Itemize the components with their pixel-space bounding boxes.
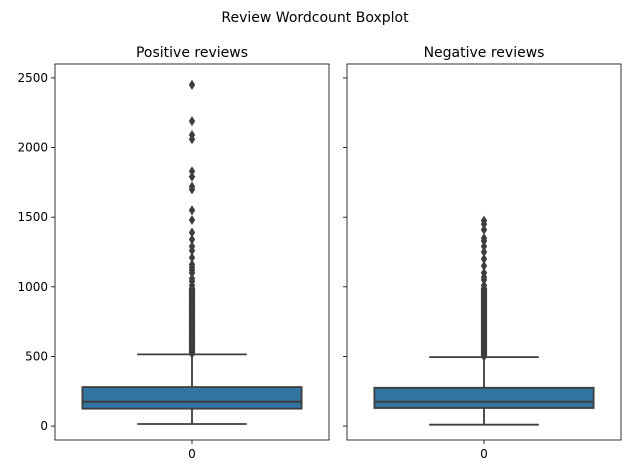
panel-1: Positive reviews 0 500 1000 1500 2000 2500 0 [17, 45, 330, 461]
panel-title: Negative reviews [424, 45, 545, 61]
iqr-box [81, 386, 303, 410]
x-tick-label: 0 [480, 447, 488, 461]
outlier-point [480, 267, 488, 278]
outlier-point [188, 79, 196, 90]
panels: Positive reviews050010001500200025000Neg… [17, 45, 622, 461]
figure-title: Review Wordcount Boxplot [221, 10, 409, 26]
outlier-point [188, 205, 196, 216]
outlier-point [188, 181, 196, 192]
outlier-point [188, 116, 196, 127]
outlier-point [188, 130, 196, 141]
outlier-point [480, 233, 488, 244]
outlier-point [480, 241, 488, 252]
axes-frame [346, 63, 622, 441]
outlier-point [188, 227, 196, 238]
outlier-point [188, 234, 196, 245]
outlier-point [480, 253, 488, 264]
y-tick-label: 0 [40, 419, 48, 433]
axes-frame [54, 63, 330, 441]
y-tick-label: 500 [25, 349, 48, 363]
outlier-point [188, 259, 196, 270]
outlier-point [188, 214, 196, 225]
y-tick-label: 2500 [17, 71, 48, 85]
outlier-point [188, 241, 196, 252]
outlier-point [480, 260, 488, 271]
panel-title: Positive reviews [136, 45, 248, 61]
outlier-point [480, 224, 488, 235]
panel-2: Negative reviews 0 [343, 45, 622, 461]
outlier-point [188, 166, 196, 177]
outlier-point [188, 252, 196, 263]
x-tick-label: 0 [188, 447, 196, 461]
y-tick-label: 1000 [17, 280, 48, 294]
iqr-box [373, 386, 595, 409]
outlier-point [480, 280, 488, 291]
outlier-point [188, 273, 196, 284]
outlier-point [188, 171, 196, 182]
outlier-point [480, 247, 488, 257]
outlier-point [480, 215, 488, 226]
y-tick-label: 1500 [17, 210, 48, 224]
y-tick-label: 2000 [17, 141, 48, 155]
